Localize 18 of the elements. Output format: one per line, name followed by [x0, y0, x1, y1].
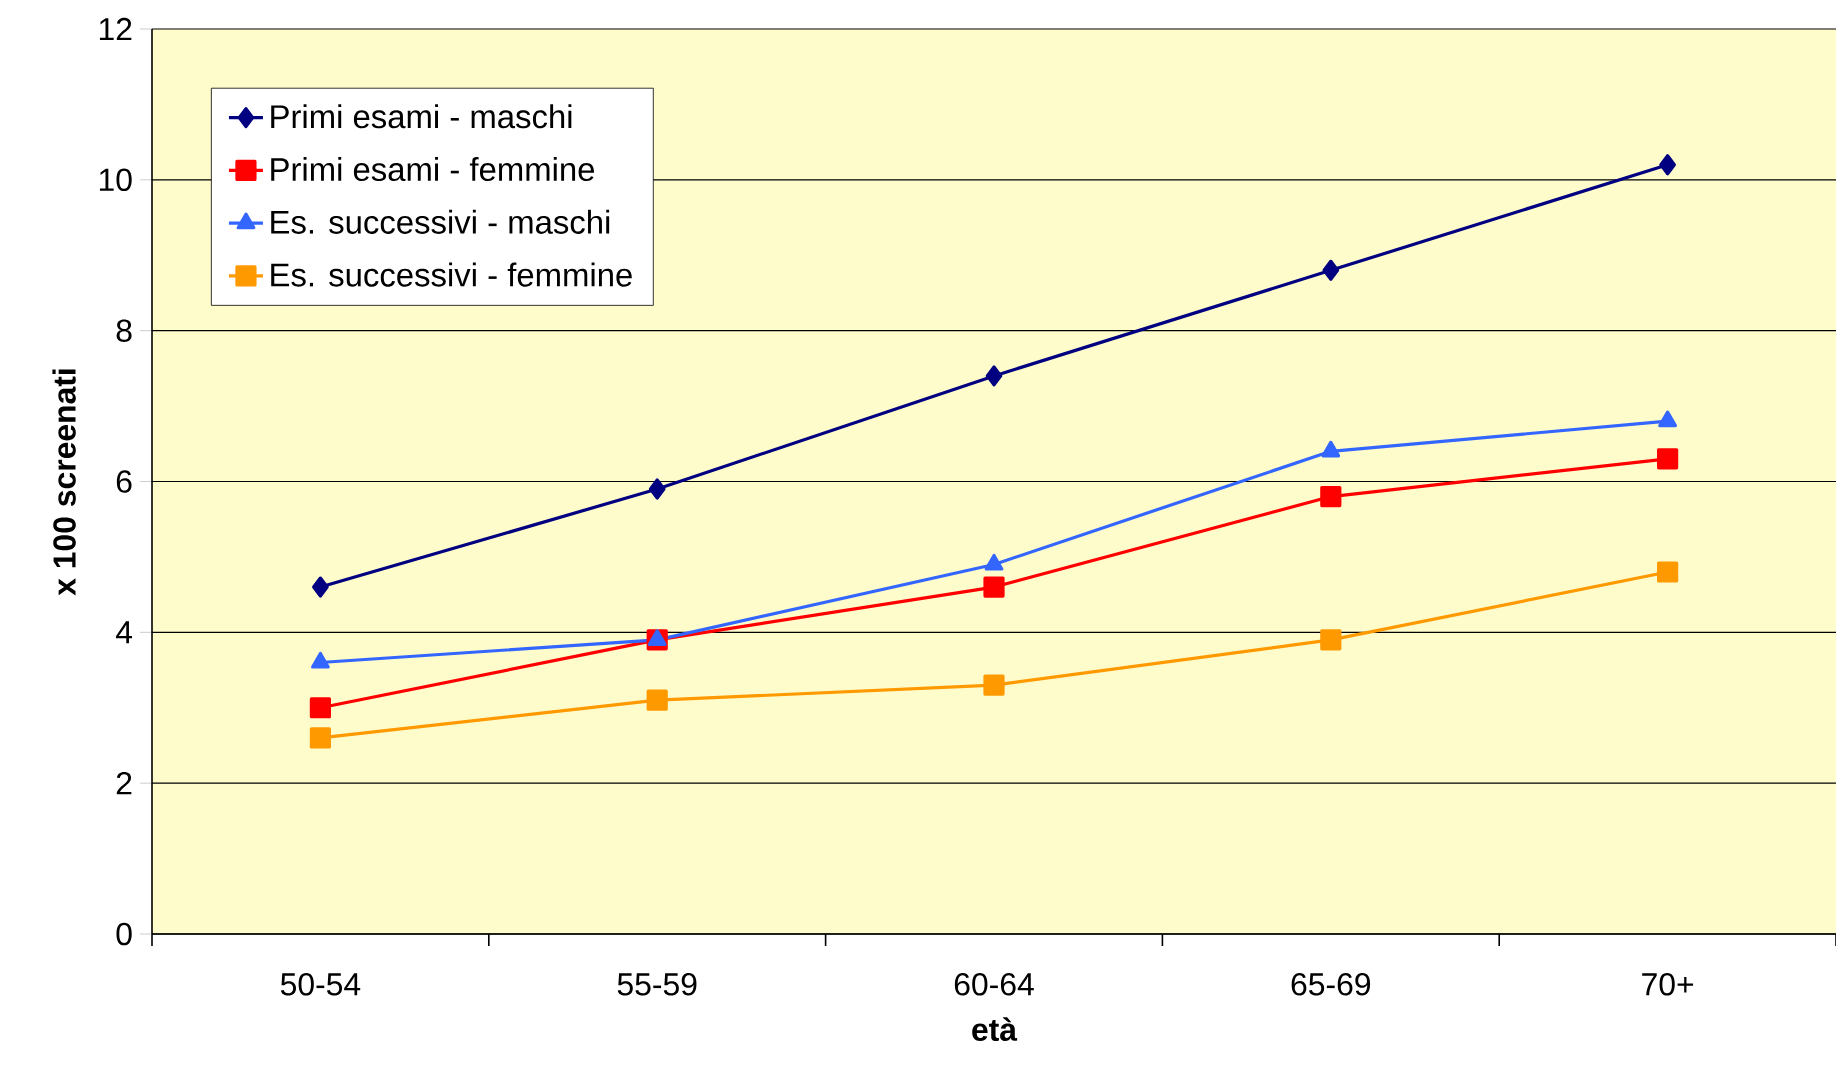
y-tick-label: 0 — [116, 922, 132, 946]
y-axis-title: x 100 screenati — [52, 369, 76, 596]
x-tick-label: 65-69 — [1291, 973, 1371, 996]
legend-label: Primi esami - femmine — [271, 156, 594, 182]
x-tick-label: 55-59 — [617, 973, 697, 996]
legend-label: Es. successivi - femmine — [271, 262, 632, 287]
y-tick-label: 4 — [115, 621, 133, 644]
x-tick-label: 60-64 — [954, 973, 1034, 996]
legend-label: Primi esami - maschi — [271, 104, 572, 129]
x-tick-label: 70+ — [1642, 973, 1694, 996]
x-axis-title: età — [972, 1017, 1018, 1041]
y-tick-label: 8 — [116, 319, 132, 342]
legend-label: Es. successivi - maschi — [271, 209, 610, 234]
y-tick-label: 2 — [116, 772, 132, 795]
y-tick-label: 6 — [116, 470, 132, 493]
y-tick-label: 10 — [99, 168, 132, 192]
y-tick-label: 12 — [99, 17, 132, 41]
x-tick-label: 50-54 — [280, 973, 361, 996]
